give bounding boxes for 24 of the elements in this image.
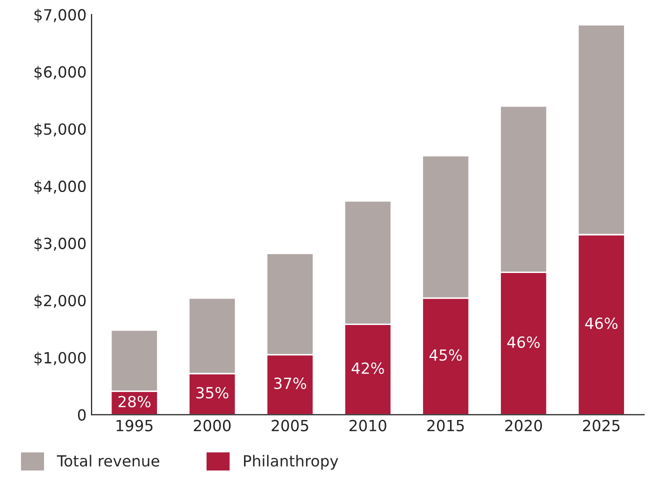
y-tick-label: $6,000 <box>34 66 86 80</box>
legend-label: Total revenue <box>56 454 160 467</box>
y-tick-label: $3,000 <box>34 237 86 252</box>
x-tick-label: 2015 <box>427 420 464 432</box>
annotation: 46% <box>507 336 540 348</box>
y-tick-label: 0 <box>78 409 86 421</box>
annotation: 45% <box>429 349 462 361</box>
x-tick-label: 2005 <box>272 420 308 432</box>
y-tick-label: $4,000 <box>34 180 86 194</box>
annotation: 37% <box>274 378 306 390</box>
annotation: 35% <box>196 386 228 399</box>
annotation: 28% <box>118 396 151 408</box>
annotation: 46% <box>585 318 618 330</box>
y-tick-label: $1,000 <box>34 352 86 366</box>
y-tick-label: $5,000 <box>34 123 86 137</box>
annotation: 42% <box>352 362 384 374</box>
x-tick-label: 2000 <box>194 420 231 432</box>
x-tick-label: 2025 <box>583 420 620 432</box>
x-tick-label: 2010 <box>350 420 386 432</box>
x-tick-label: 1995 <box>116 420 152 432</box>
x-tick-label: 2020 <box>505 420 542 432</box>
y-tick-label: $7,000 <box>34 8 86 23</box>
legend-label: Philanthropy <box>244 454 338 470</box>
y-tick-label: $2,000 <box>34 294 86 308</box>
